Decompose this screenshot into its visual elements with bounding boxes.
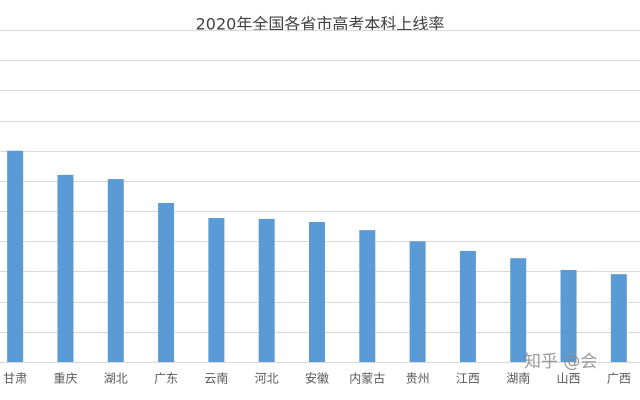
x-tick-label: 云南 xyxy=(204,371,228,386)
bar xyxy=(107,179,124,362)
x-tick-label: 湖北 xyxy=(104,371,128,386)
x-tick-label: 山西 xyxy=(557,372,581,386)
x-tick-label: 广东 xyxy=(154,372,178,386)
chart-title: 2020年全国各省市高考本科上线率 xyxy=(196,15,445,34)
bar xyxy=(459,250,476,362)
x-tick-label: 贵州 xyxy=(406,372,430,386)
x-tick-label: 湖南 xyxy=(506,371,530,386)
bar xyxy=(610,274,627,362)
bar xyxy=(57,174,74,362)
bar xyxy=(7,150,24,362)
x-tick-label: 江西 xyxy=(456,372,480,386)
x-tick-label: 内蒙古 xyxy=(349,371,385,386)
x-tick-label: 安徽 xyxy=(305,371,329,386)
bar xyxy=(409,241,426,362)
x-tick-label: 广西 xyxy=(607,372,631,386)
bar xyxy=(258,218,275,362)
bar xyxy=(510,258,527,362)
bar xyxy=(560,269,577,362)
watermark: 知乎 @会 xyxy=(524,352,597,372)
x-tick-label: 甘肃 xyxy=(3,372,27,386)
x-tick-label: 重庆 xyxy=(53,372,77,386)
bar xyxy=(359,230,376,362)
x-tick-label: 河北 xyxy=(255,372,279,386)
bar xyxy=(309,221,325,362)
bar xyxy=(208,218,225,362)
bar xyxy=(158,202,175,362)
